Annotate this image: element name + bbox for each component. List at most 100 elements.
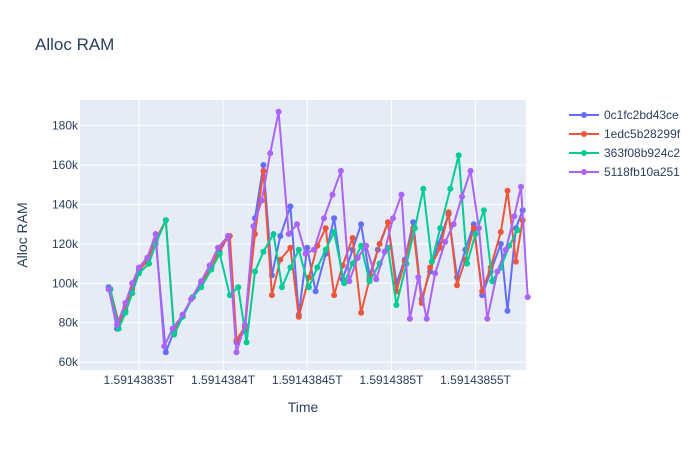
data-point[interactable] — [152, 231, 159, 237]
legend-item[interactable]: 5118fb10a251 — [569, 165, 680, 179]
data-point[interactable] — [260, 248, 267, 255]
data-point[interactable] — [455, 152, 462, 159]
data-point[interactable] — [410, 219, 417, 226]
data-point[interactable] — [376, 240, 383, 247]
data-point[interactable] — [304, 244, 311, 251]
data-point[interactable] — [322, 225, 329, 232]
data-point[interactable] — [321, 215, 327, 222]
data-point[interactable] — [480, 207, 487, 214]
data-point[interactable] — [162, 217, 169, 224]
data-point[interactable] — [428, 258, 435, 265]
data-point[interactable] — [464, 260, 471, 267]
data-point[interactable] — [295, 313, 302, 320]
data-point[interactable] — [198, 278, 205, 285]
data-point[interactable] — [411, 225, 418, 232]
data-point[interactable] — [337, 167, 344, 174]
data-point[interactable] — [511, 213, 518, 220]
data-point[interactable] — [494, 268, 501, 275]
data-point[interactable] — [518, 183, 524, 190]
data-point[interactable] — [427, 264, 434, 271]
data-point[interactable] — [331, 229, 338, 235]
data-point[interactable] — [169, 325, 176, 332]
data-point[interactable] — [129, 290, 136, 297]
data-point[interactable] — [502, 246, 509, 253]
data-point[interactable] — [363, 242, 370, 249]
data-point[interactable] — [275, 108, 282, 115]
data-point[interactable] — [459, 193, 465, 200]
data-point[interactable] — [146, 260, 152, 267]
data-point[interactable] — [489, 278, 496, 285]
data-point[interactable] — [381, 248, 388, 255]
data-point[interactable] — [322, 246, 329, 253]
data-point[interactable] — [420, 185, 427, 192]
data-point[interactable] — [366, 278, 373, 285]
data-point[interactable] — [235, 284, 242, 291]
data-point[interactable] — [122, 309, 129, 316]
data-point[interactable] — [470, 225, 477, 232]
data-point[interactable] — [349, 235, 356, 241]
legend-item[interactable]: 363f08b924c2 — [569, 146, 680, 160]
data-point[interactable] — [423, 315, 430, 322]
data-point[interactable] — [393, 302, 400, 308]
data-point[interactable] — [243, 339, 250, 346]
data-point[interactable] — [445, 209, 452, 216]
data-point[interactable] — [484, 315, 491, 322]
data-point[interactable] — [260, 167, 267, 174]
data-point[interactable] — [450, 221, 457, 228]
data-point[interactable] — [233, 349, 240, 356]
data-point[interactable] — [129, 280, 136, 287]
data-point[interactable] — [331, 215, 338, 222]
data-point[interactable] — [398, 191, 405, 198]
data-point[interactable] — [331, 292, 338, 299]
data-point[interactable] — [472, 231, 479, 237]
data-point[interactable] — [122, 300, 129, 306]
data-point[interactable] — [135, 264, 142, 271]
data-point[interactable] — [161, 343, 168, 350]
data-point[interactable] — [302, 250, 309, 257]
data-point[interactable] — [279, 284, 285, 291]
data-point[interactable] — [294, 221, 301, 228]
data-point[interactable] — [504, 187, 511, 194]
data-point[interactable] — [215, 244, 221, 251]
data-point[interactable] — [524, 294, 531, 301]
data-point[interactable] — [467, 167, 474, 174]
data-point[interactable] — [206, 262, 213, 269]
data-point[interactable] — [497, 240, 504, 247]
data-point[interactable] — [188, 296, 195, 303]
data-point[interactable] — [270, 231, 277, 237]
data-point[interactable] — [504, 307, 511, 314]
data-point[interactable] — [258, 197, 265, 204]
data-point[interactable] — [354, 254, 361, 261]
data-point[interactable] — [447, 185, 454, 192]
data-point[interactable] — [406, 315, 413, 322]
data-point[interactable] — [475, 225, 482, 232]
data-point[interactable] — [260, 162, 267, 168]
data-point[interactable] — [250, 223, 257, 230]
legend-item[interactable]: 1edc5b28299f — [569, 127, 681, 141]
data-point[interactable] — [346, 278, 353, 285]
data-point[interactable] — [267, 150, 274, 157]
data-point[interactable] — [225, 233, 232, 239]
data-point[interactable] — [216, 250, 223, 257]
data-point[interactable] — [514, 227, 521, 234]
data-point[interactable] — [341, 280, 348, 287]
data-point[interactable] — [287, 244, 294, 251]
data-point[interactable] — [105, 286, 112, 293]
data-point[interactable] — [437, 225, 444, 232]
data-point[interactable] — [512, 258, 519, 265]
data-point[interactable] — [358, 242, 365, 249]
data-point[interactable] — [171, 331, 178, 338]
legend[interactable]: 0c1fc2bd43ce 1edc5b28299f 363f08b924c2 5118… — [569, 108, 681, 179]
data-point[interactable] — [312, 288, 319, 295]
data-point[interactable] — [314, 264, 321, 271]
data-point[interactable] — [285, 231, 292, 237]
legend-item[interactable]: 0c1fc2bd43ce — [569, 108, 679, 122]
data-point[interactable] — [442, 238, 449, 245]
data-point[interactable] — [162, 349, 169, 356]
data-point[interactable] — [497, 229, 504, 235]
data-point[interactable] — [114, 321, 120, 328]
data-point[interactable] — [454, 282, 460, 289]
data-point[interactable] — [144, 254, 151, 261]
data-point[interactable] — [295, 246, 302, 253]
data-point[interactable] — [437, 244, 444, 251]
